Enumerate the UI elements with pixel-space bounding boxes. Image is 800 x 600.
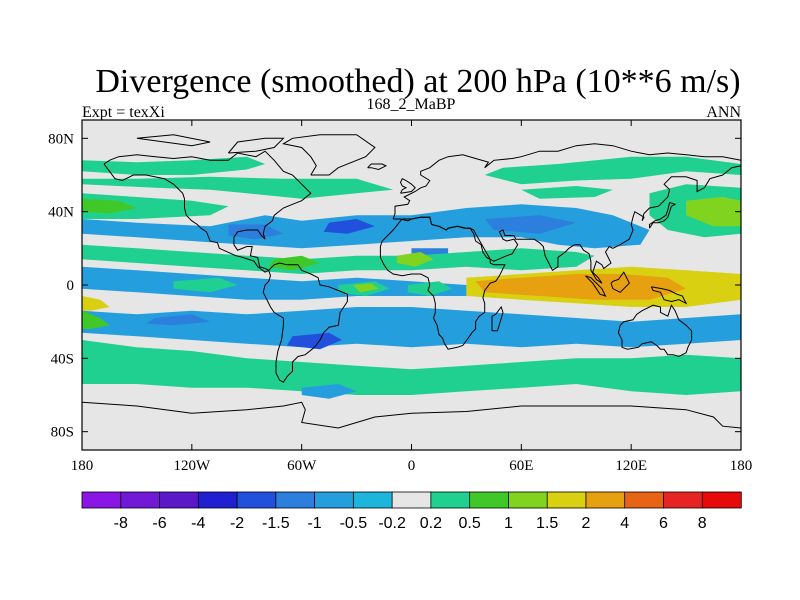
contour-region-15 — [396, 252, 434, 267]
x-tick-label: 120E — [615, 458, 647, 474]
chart-title: Divergence (smoothed) at 200 hPa (10**6 … — [95, 63, 740, 100]
colorbar-swatch — [391, 491, 432, 509]
axis-ticks: 180 120W 60W 0 60E 120E 180 80N 40N 0 40S 80S — [48, 120, 752, 474]
coastline-7 — [585, 275, 607, 297]
contour-region-25 — [146, 314, 211, 326]
contour-region-0 — [82, 156, 266, 175]
colorbar-label: 8 — [698, 515, 707, 532]
coastline-4 — [379, 216, 506, 350]
coastline-5 — [491, 305, 504, 332]
colorbar-swatch — [701, 491, 742, 509]
coastline-13 — [82, 401, 741, 429]
season-label: ANN — [706, 104, 741, 121]
colorbar-swatch — [275, 491, 316, 509]
colorbar-swatch — [159, 491, 199, 509]
colorbar-label: -8 — [114, 515, 128, 532]
contour-region-7 — [521, 186, 613, 199]
contour-region-6 — [686, 197, 741, 227]
colorbar-label: -2 — [230, 515, 244, 532]
y-tick-label: 80N — [48, 131, 74, 147]
colorbar-swatch — [430, 491, 471, 509]
contour-region-27 — [82, 340, 741, 395]
coastline-11 — [399, 178, 416, 194]
colorbar-label: 0.5 — [459, 515, 481, 532]
map-plot-area — [81, 119, 742, 451]
y-tick-label: 80S — [51, 425, 74, 441]
contour-region-11 — [484, 215, 577, 234]
contour-region-23 — [82, 296, 110, 311]
coastline-3 — [392, 143, 741, 284]
coastline-0 — [103, 150, 312, 273]
colorbar-swatch — [663, 491, 703, 509]
colorbar: -8 -6 -4 -2 -1.5 -1 -0.5 -0.2 0.2 0.5 1 1.5 2 4 6 8 — [81, 491, 742, 532]
coastline-8 — [610, 271, 630, 293]
contour-region-17 — [173, 277, 238, 293]
coastline-15 — [136, 134, 211, 147]
contour-region-3 — [82, 198, 137, 214]
coastline-9 — [650, 286, 688, 305]
coastline-2 — [282, 134, 376, 176]
y-tick-label: 40S — [51, 351, 74, 367]
x-tick-label: 0 — [408, 458, 416, 474]
colorbar-swatch — [469, 491, 510, 509]
x-tick-label: 120W — [173, 458, 211, 474]
colorbar-label: -0.2 — [378, 515, 406, 532]
colorbar-swatch — [120, 491, 161, 509]
y-tick-label: 40N — [48, 205, 74, 221]
colorbar-swatch — [314, 491, 355, 509]
contour-region-2 — [82, 193, 229, 219]
colorbar-swatch — [585, 491, 626, 509]
x-tick-label: 60W — [287, 458, 317, 474]
x-tick-label: 180 — [71, 458, 94, 474]
colorbar-swatch — [236, 491, 277, 509]
colorbar-label: -4 — [191, 515, 205, 532]
colorbar-swatch — [624, 491, 665, 509]
coastline-10 — [649, 201, 677, 229]
coastline-layer — [82, 134, 741, 429]
colorbar-label: -1 — [307, 515, 321, 532]
colorbar-label: 1 — [504, 515, 513, 532]
contour-region-22 — [475, 274, 687, 300]
coastline-12 — [367, 163, 388, 171]
coastline-14 — [228, 137, 285, 154]
colorbar-swatch — [197, 491, 238, 509]
colorbar-label: 0.2 — [420, 515, 442, 532]
contour-region-1 — [82, 176, 394, 199]
colorbar-label: 4 — [620, 515, 629, 532]
coastline-6 — [617, 304, 693, 358]
contour-region-4 — [484, 156, 741, 185]
colorbar-label: 1.5 — [536, 515, 558, 532]
contour-region-10 — [323, 219, 375, 234]
colorbar-label: -1.5 — [262, 515, 290, 532]
contour-region-28 — [82, 310, 110, 329]
colorbar-label: 2 — [581, 515, 590, 532]
colorbar-swatch — [81, 491, 122, 509]
colorbar-swatch — [508, 491, 548, 509]
contour-region-24 — [82, 307, 741, 348]
contour-region-9 — [228, 224, 284, 240]
divergence-field — [82, 156, 741, 399]
colorbar-label: -6 — [152, 515, 166, 532]
x-tick-label: 180 — [730, 458, 753, 474]
contour-region-26 — [287, 332, 342, 350]
y-tick-label: 0 — [67, 278, 75, 294]
x-tick-label: 60E — [509, 458, 533, 474]
colorbar-swatch — [546, 491, 587, 509]
colorbar-label: -0.5 — [340, 515, 368, 532]
colorbar-swatch — [352, 491, 393, 509]
colorbar-label: 6 — [659, 515, 668, 532]
contour-region-20 — [407, 281, 452, 296]
case-label: 168_2_MaBP — [367, 96, 456, 113]
experiment-label: Expt = texXi — [82, 104, 165, 121]
contour-region-29 — [301, 384, 357, 399]
contour-region-13 — [82, 244, 595, 274]
contour-region-19 — [352, 283, 379, 293]
coastline-1 — [262, 262, 348, 383]
contour-region-14 — [268, 255, 320, 271]
